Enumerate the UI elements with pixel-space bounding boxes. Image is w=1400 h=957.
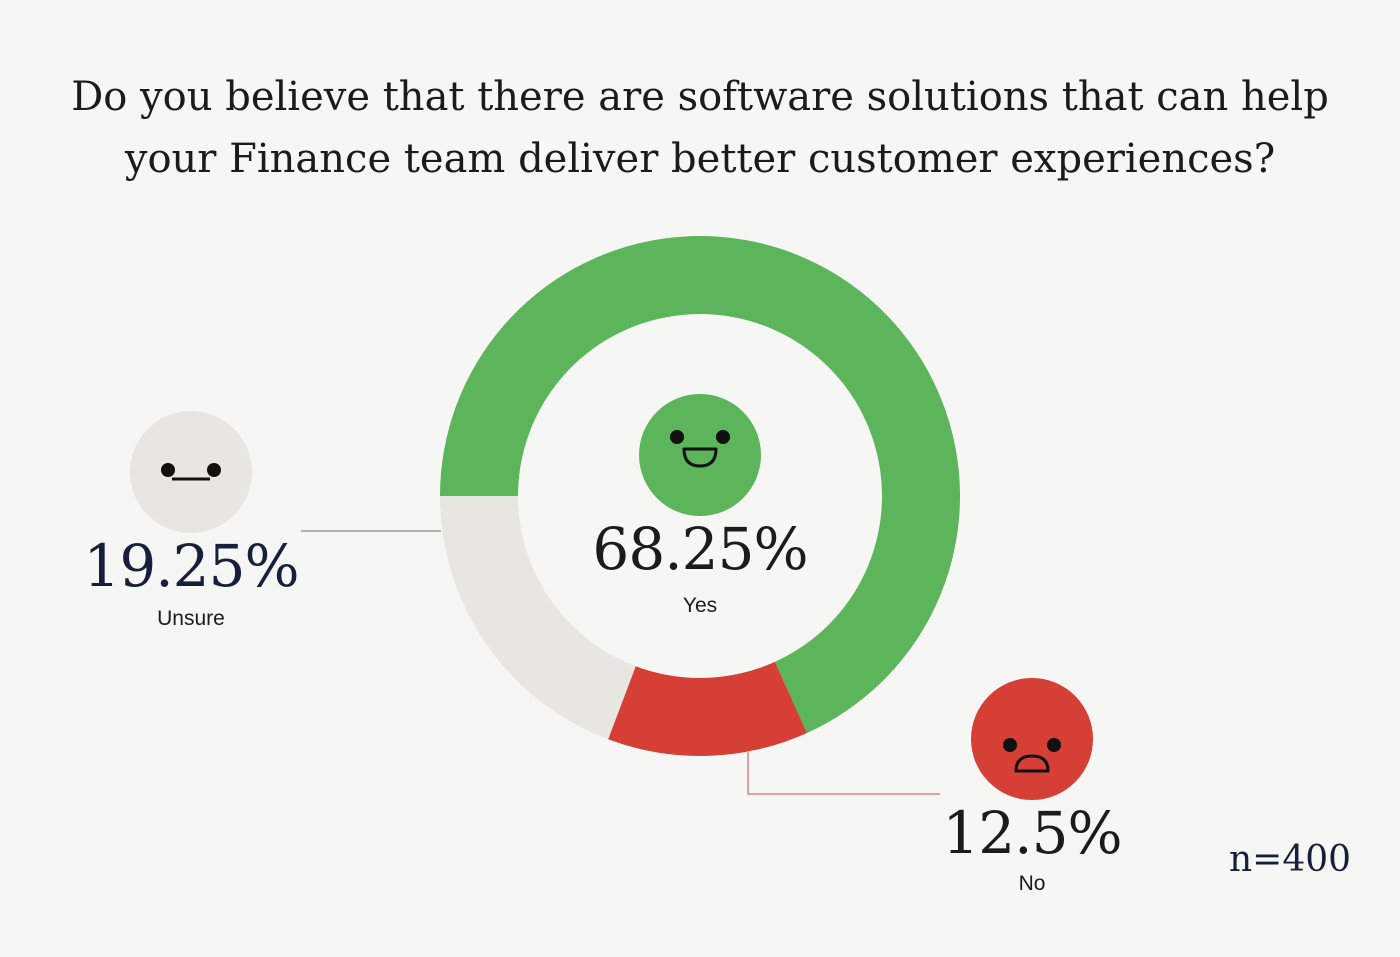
smiling-face-icon bbox=[639, 394, 761, 516]
yes-label: Yes bbox=[682, 594, 718, 617]
no-label: No bbox=[1018, 872, 1046, 895]
donut-slice-unsure bbox=[440, 496, 636, 740]
frowning-face-icon bbox=[971, 678, 1093, 800]
chart-title-line-1: Do you believe that there are software s… bbox=[71, 74, 1329, 120]
chart-title-line-2: your Finance team deliver better custome… bbox=[124, 136, 1276, 182]
donut-slice-yes bbox=[440, 236, 961, 733]
sample-size-note: n=400 bbox=[1228, 839, 1352, 880]
no-leader-line bbox=[747, 752, 940, 795]
unsure-label: Unsure bbox=[157, 607, 225, 630]
donut-slice-no bbox=[608, 661, 807, 756]
neutral-face-icon bbox=[130, 411, 252, 533]
chart-title: Do you believe that there are software s… bbox=[0, 66, 1400, 190]
no-percentage: 12.5% bbox=[942, 799, 1122, 867]
donut-slices bbox=[440, 236, 961, 756]
yes-percentage: 68.25% bbox=[592, 515, 808, 583]
unsure-percentage: 19.25% bbox=[83, 532, 299, 600]
